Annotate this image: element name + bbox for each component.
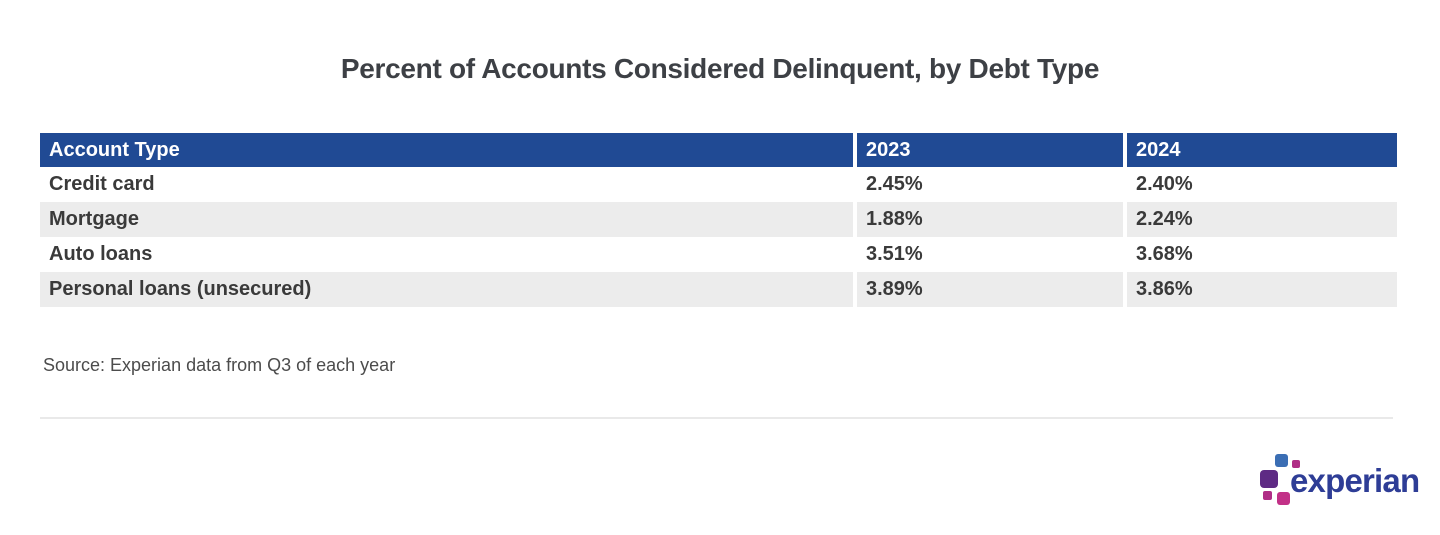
delinquency-table: Account Type 2023 2024 Credit card 2.45%…	[40, 133, 1397, 307]
table-cell-2024: 3.86%	[1127, 272, 1397, 307]
table-cell-2024: 2.40%	[1127, 167, 1397, 202]
source-note: Source: Experian data from Q3 of each ye…	[43, 355, 396, 375]
row-label: Personal loans (unsecured)	[40, 272, 853, 307]
page-title: Percent of Accounts Considered Delinquen…	[340, 53, 1100, 84]
table-cell-2023: 1.88%	[857, 202, 1123, 237]
table-cell-2023: 2.45%	[857, 167, 1123, 202]
logo-magenta-square-left-icon	[1263, 491, 1272, 500]
trademark-symbol: ™	[1383, 486, 1391, 495]
logo-magenta-square-top-icon	[1292, 460, 1300, 468]
row-label: Mortgage	[40, 202, 853, 237]
logo-purple-square-icon	[1260, 470, 1278, 488]
column-header-2024: 2024	[1127, 133, 1397, 167]
horizontal-divider	[40, 417, 1393, 419]
row-label: Credit card	[40, 167, 853, 202]
table-cell-2024: 3.68%	[1127, 237, 1397, 272]
table-cell-2023: 3.51%	[857, 237, 1123, 272]
column-header-account-type: Account Type	[40, 133, 853, 167]
experian-logo: experian ™	[1259, 454, 1420, 506]
column-header-2023: 2023	[857, 133, 1123, 167]
footer: experian ™	[0, 454, 1420, 506]
page: Percent of Accounts Considered Delinquen…	[0, 52, 1440, 535]
table-cell-2023: 3.89%	[857, 272, 1123, 307]
row-label: Auto loans	[40, 237, 853, 272]
experian-wordmark: experian	[1290, 462, 1420, 499]
logo-blue-square-icon	[1275, 454, 1288, 467]
table-cell-2024: 2.24%	[1127, 202, 1397, 237]
logo-magenta-square-bottom-icon	[1277, 492, 1290, 505]
